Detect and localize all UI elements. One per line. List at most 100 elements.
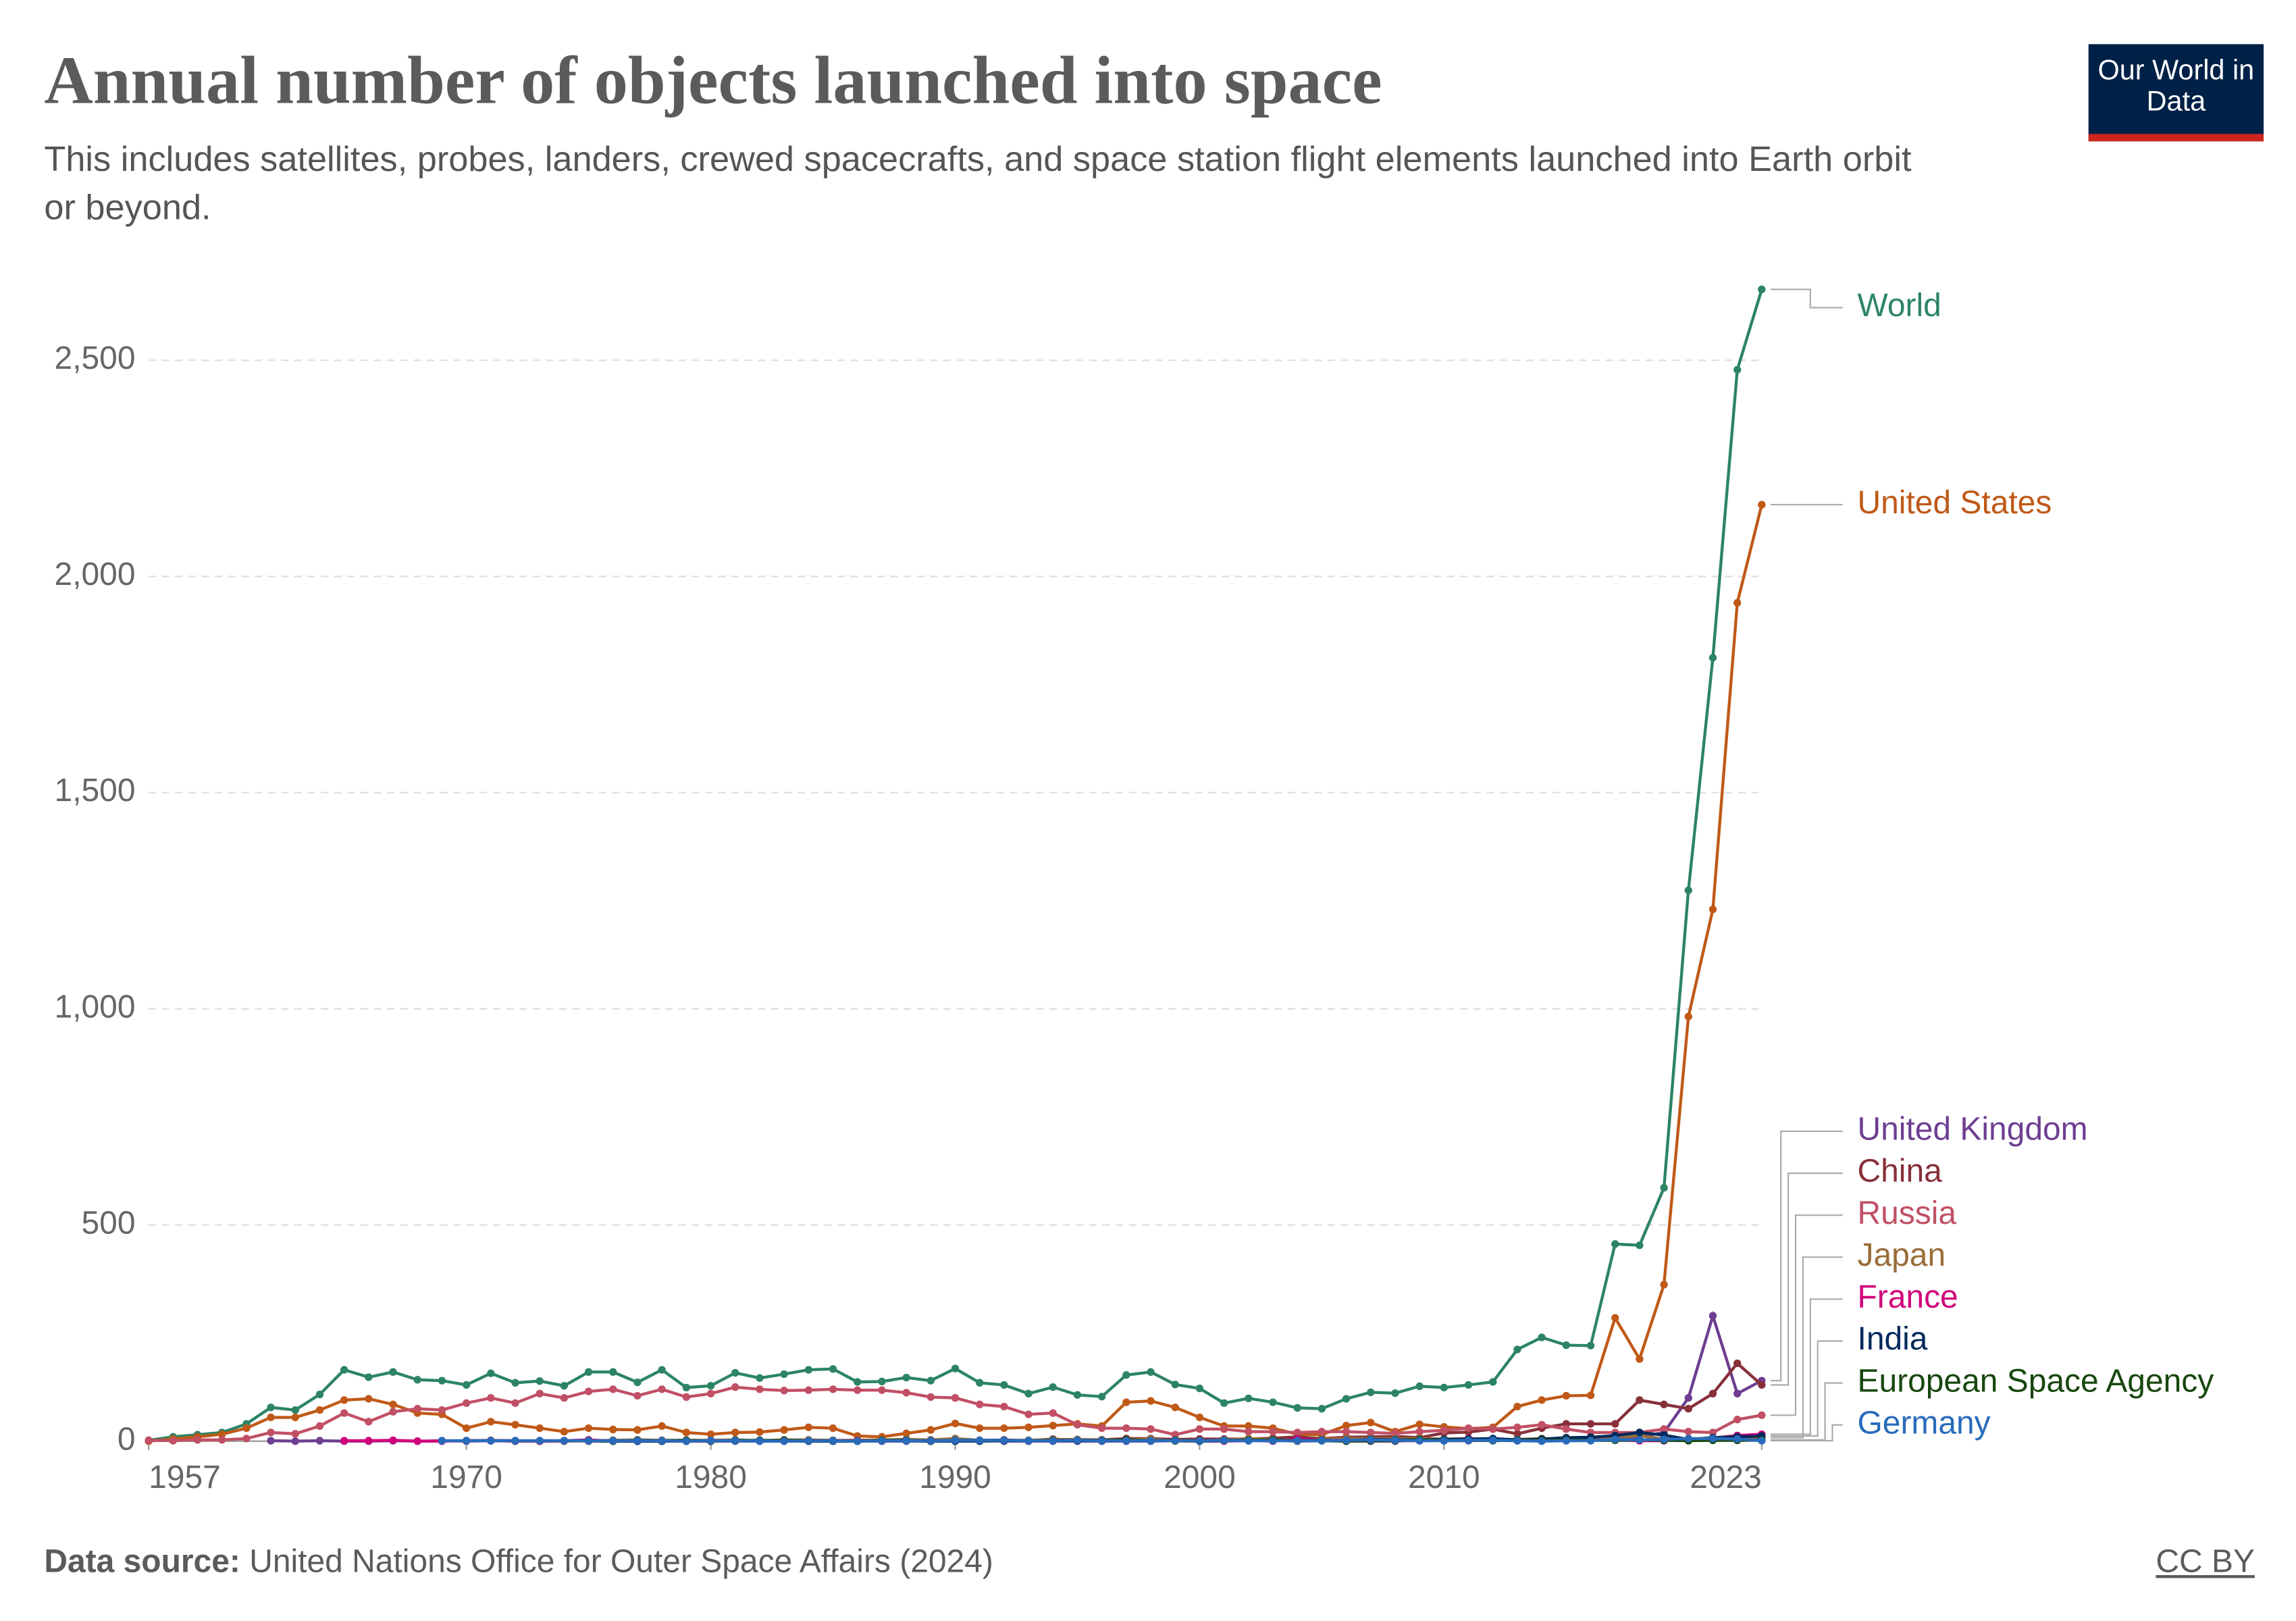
data-point <box>1317 1427 1326 1436</box>
data-point <box>927 1437 935 1445</box>
data-point <box>1758 1411 1766 1419</box>
data-point <box>365 1418 373 1426</box>
data-point <box>1317 1405 1326 1413</box>
data-point <box>1733 1416 1742 1424</box>
data-point <box>951 1394 960 1402</box>
data-point <box>1733 1435 1742 1443</box>
data-point <box>389 1400 397 1408</box>
series-label: United Kingdom <box>1858 1112 2088 1148</box>
data-point <box>315 1437 324 1445</box>
data-point <box>804 1386 813 1394</box>
data-point <box>1586 1437 1595 1445</box>
data-point <box>1562 1391 1570 1400</box>
data-point <box>511 1437 519 1445</box>
data-point <box>878 1377 886 1386</box>
logo[interactable]: Our World in Data <box>2088 44 2264 142</box>
data-point <box>1171 1381 1179 1389</box>
data-point <box>1171 1437 1179 1445</box>
data-point <box>854 1437 862 1445</box>
data-point <box>1097 1437 1106 1445</box>
data-point <box>829 1365 837 1373</box>
data-point <box>951 1419 960 1428</box>
data-point <box>1562 1425 1570 1433</box>
data-point <box>609 1385 617 1393</box>
data-point <box>1391 1436 1399 1445</box>
data-point <box>1538 1333 1546 1341</box>
data-point <box>1611 1240 1619 1248</box>
data-point <box>1636 1241 1644 1250</box>
data-point <box>1220 1436 1228 1445</box>
data-point <box>487 1418 495 1426</box>
x-tick-label: 1970 <box>430 1460 502 1495</box>
label-leader <box>1770 1172 1843 1386</box>
data-point <box>682 1437 691 1445</box>
data-point <box>951 1436 960 1445</box>
data-point <box>462 1399 471 1408</box>
data-point <box>511 1399 519 1408</box>
data-point <box>536 1437 544 1445</box>
data-point <box>1073 1436 1082 1445</box>
data-point <box>1684 1012 1692 1021</box>
data-point <box>976 1400 984 1408</box>
data-point <box>1122 1371 1130 1379</box>
y-tick-label: 2,000 <box>55 557 136 592</box>
data-point <box>878 1437 886 1445</box>
data-point <box>780 1437 788 1445</box>
data-point <box>1708 654 1717 662</box>
data-point <box>1660 1183 1668 1192</box>
data-point <box>854 1386 862 1394</box>
series-label: Germany <box>1858 1405 1991 1441</box>
y-tick-label: 1,500 <box>55 773 136 808</box>
data-point <box>756 1437 764 1445</box>
data-point <box>658 1366 666 1374</box>
data-point <box>1636 1355 1644 1363</box>
data-point <box>291 1437 299 1445</box>
data-point <box>242 1424 251 1433</box>
data-point <box>1024 1410 1033 1418</box>
data-point <box>487 1394 495 1402</box>
data-point <box>291 1430 299 1438</box>
data-point <box>1122 1424 1130 1433</box>
data-point <box>1733 598 1742 607</box>
data-point <box>1367 1429 1375 1437</box>
data-point <box>609 1437 617 1445</box>
data-point <box>1000 1424 1008 1433</box>
data-point <box>804 1423 813 1431</box>
data-point <box>706 1430 715 1439</box>
data-point <box>927 1426 935 1434</box>
data-point <box>1733 1359 1742 1368</box>
data-point <box>1538 1437 1546 1445</box>
data-point <box>756 1385 764 1393</box>
data-point <box>1073 1391 1082 1399</box>
data-point <box>1684 1427 1692 1436</box>
license-link[interactable]: CC BY <box>2156 1543 2255 1580</box>
data-point <box>584 1424 593 1433</box>
x-tick-label: 1990 <box>919 1460 991 1495</box>
data-point <box>1000 1381 1008 1389</box>
data-point <box>536 1389 544 1397</box>
data-point <box>1464 1436 1473 1445</box>
data-point <box>291 1406 299 1414</box>
label-leader <box>1770 1340 1843 1437</box>
data-point <box>1538 1420 1546 1429</box>
data-point <box>584 1387 593 1395</box>
series-line <box>148 288 1763 1442</box>
data-point <box>731 1368 739 1377</box>
data-point <box>633 1391 642 1400</box>
data-point <box>1513 1430 1521 1438</box>
data-point <box>389 1368 397 1376</box>
data-point <box>1660 1400 1668 1408</box>
data-point <box>536 1377 544 1385</box>
data-point <box>267 1437 275 1445</box>
data-point <box>560 1394 569 1402</box>
data-point <box>487 1369 495 1377</box>
data-point <box>462 1437 471 1445</box>
data-point <box>218 1430 226 1439</box>
data-point <box>1293 1404 1301 1412</box>
data-point <box>1708 1389 1717 1397</box>
data-point <box>340 1396 348 1404</box>
data-point <box>976 1436 984 1445</box>
y-tick-label: 1,000 <box>55 989 136 1025</box>
data-point <box>1342 1395 1351 1403</box>
